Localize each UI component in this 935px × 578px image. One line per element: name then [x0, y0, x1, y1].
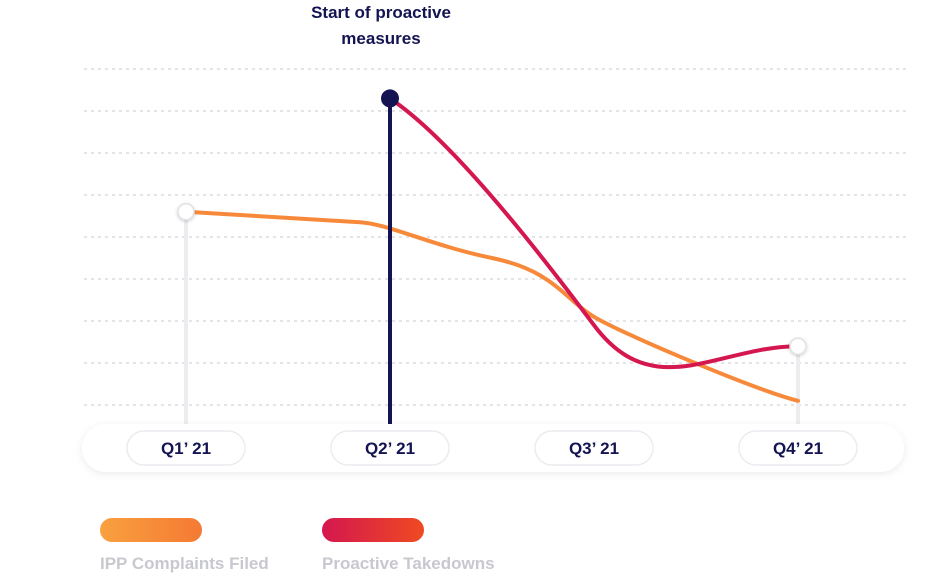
- point-takedowns-q2: [381, 89, 399, 108]
- x-tick-pill: [738, 430, 858, 466]
- series-lines: [184, 96, 800, 403]
- grid-lines: [84, 68, 906, 406]
- series-line-takedowns: [388, 96, 800, 370]
- x-axis-track: [82, 424, 904, 472]
- annotation-line-1: Start of proactive: [311, 3, 451, 22]
- x-tick-label: Q4’ 21: [773, 439, 823, 458]
- point-takedowns-q4: [789, 337, 807, 355]
- drop-lines: [184, 211, 800, 424]
- legend-item-ipp: IPP Complaints Filed: [100, 518, 269, 574]
- legend-label-ipp: IPP Complaints Filed: [100, 554, 269, 573]
- x-tick-label: Q2’ 21: [365, 439, 415, 458]
- x-tick-pill: [534, 430, 654, 466]
- series-line-ipp: [184, 209, 800, 403]
- legend-label-takedowns: Proactive Takedowns: [322, 554, 495, 573]
- x-axis-bar: Q1’ 21 Q2’ 21 Q3’ 21 Q4’ 21: [82, 424, 904, 472]
- x-tick-label: Q3’ 21: [569, 439, 619, 458]
- point-markers: [177, 89, 807, 424]
- legend-swatch-ipp: [100, 518, 202, 542]
- x-tick-label: Q1’ 21: [161, 439, 211, 458]
- legend-item-takedowns: Proactive Takedowns: [322, 518, 495, 574]
- annotation-line-2: measures: [341, 29, 421, 48]
- x-tick-pill: [330, 430, 450, 466]
- point-ipp-q1: [177, 203, 195, 221]
- x-tick-pill: [126, 430, 246, 466]
- annotation-start-proactive: Start of proactive measures: [281, 0, 481, 52]
- legend-swatch-takedowns: [322, 518, 424, 542]
